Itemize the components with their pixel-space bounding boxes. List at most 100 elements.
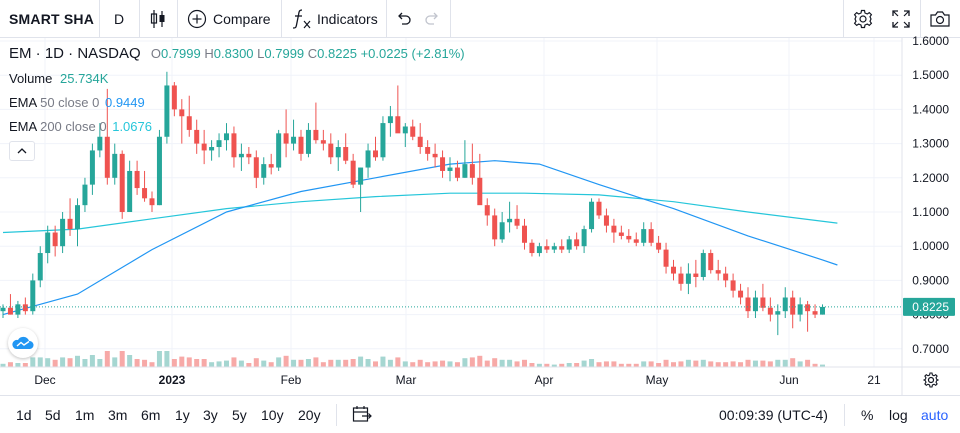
volume-bar xyxy=(373,361,378,367)
price-axis[interactable]: 1.6000 1.5000 1.4000 1.3000 1.2000 1.1000 1.00… xyxy=(903,34,955,356)
volume-bar xyxy=(89,355,95,367)
undo-button[interactable] xyxy=(396,0,412,37)
settings-button[interactable] xyxy=(853,0,873,37)
range-button-1d[interactable]: 1d xyxy=(16,407,32,423)
volume-bar xyxy=(425,362,431,367)
interval-button[interactable]: D xyxy=(114,0,124,37)
candle-body xyxy=(164,85,170,137)
volume-bar xyxy=(589,359,595,367)
volume-bar xyxy=(432,361,438,367)
price-chart[interactable]: 1.6000 1.5000 1.4000 1.3000 1.2000 1.1000 1.00… xyxy=(0,0,960,395)
price-axis-label: 0.9000 xyxy=(912,273,949,287)
candle-body xyxy=(551,246,557,250)
toolbar-divider xyxy=(281,0,282,37)
volume-bar xyxy=(730,361,736,367)
candle-body xyxy=(410,126,416,137)
candle-body xyxy=(462,164,468,178)
candle xyxy=(671,259,676,281)
candle-body xyxy=(30,280,36,312)
calendar-range-icon xyxy=(352,406,372,422)
chart-type-button[interactable] xyxy=(149,0,167,37)
candle-body xyxy=(22,304,28,312)
candle-body xyxy=(60,218,66,247)
range-button-3y[interactable]: 3y xyxy=(203,407,218,423)
candle xyxy=(544,239,550,254)
candle xyxy=(231,126,237,168)
candle xyxy=(678,266,684,291)
indicators-button[interactable]: Indicators xyxy=(292,0,378,37)
candle xyxy=(648,222,654,247)
time-axis-settings-button[interactable] xyxy=(922,372,940,393)
auto-scale-toggle[interactable]: auto xyxy=(921,407,948,423)
volume-bar xyxy=(0,363,6,367)
clock-time: 00:09:39 (UTC-4) xyxy=(719,407,828,423)
candle xyxy=(551,242,557,254)
range-button-5y[interactable]: 5y xyxy=(232,407,247,423)
volume-bar xyxy=(805,359,811,367)
candle xyxy=(365,143,371,178)
volume-bar xyxy=(209,362,215,367)
range-button-1y[interactable]: 1y xyxy=(175,407,190,423)
snapshot-button[interactable] xyxy=(929,0,951,37)
range-button-3m[interactable]: 3m xyxy=(108,407,128,423)
volume-bar xyxy=(134,359,140,367)
settings-icon xyxy=(853,9,873,28)
candle-body xyxy=(313,129,319,141)
range-button-6m[interactable]: 6m xyxy=(141,407,161,423)
camera-icon xyxy=(930,10,950,27)
range-button-1m[interactable]: 1m xyxy=(75,407,95,423)
timezone-button[interactable]: 00:09:39 (UTC-4) xyxy=(719,407,828,423)
symbol-search[interactable]: SMART SHA xyxy=(9,0,94,37)
volume-bar xyxy=(231,357,237,367)
candle-body xyxy=(305,129,311,154)
range-button-10y[interactable]: 10y xyxy=(261,407,284,423)
candle-body xyxy=(246,153,252,158)
date-range-button[interactable] xyxy=(352,405,372,428)
volume-bar xyxy=(469,357,475,367)
toolbar-divider xyxy=(177,0,178,37)
volume-bar xyxy=(268,362,274,367)
volume-bar xyxy=(97,359,103,367)
volume-bar xyxy=(320,362,326,367)
volume-bar xyxy=(15,363,21,367)
tradingview-logo[interactable] xyxy=(8,328,38,358)
candle-body xyxy=(179,109,185,117)
candle xyxy=(238,143,244,171)
volume-bar xyxy=(156,351,162,367)
candle-body xyxy=(380,123,386,158)
volume-bar xyxy=(685,359,691,367)
range-button-20y[interactable]: 20y xyxy=(298,407,321,423)
candle xyxy=(522,218,527,250)
fullscreen-button[interactable] xyxy=(892,0,910,37)
candle-body xyxy=(97,136,103,151)
candle-body xyxy=(238,153,244,158)
candle-body xyxy=(797,304,803,315)
percent-toggle[interactable]: % xyxy=(861,407,873,423)
candle-body xyxy=(432,153,438,158)
candle-body xyxy=(589,201,595,230)
redo-button[interactable] xyxy=(424,0,440,37)
price-axis-label: 1.0000 xyxy=(912,239,949,253)
time-axis[interactable]: Dec 2023 Feb Mar Apr May Jun 21 xyxy=(34,373,881,387)
top-toolbar: SMART SHA D Compare Indicators xyxy=(0,0,960,38)
volume-bar xyxy=(52,359,58,367)
range-button-5d[interactable]: 5d xyxy=(45,407,61,423)
legend-ema200[interactable]: EMA 200 close 0 1.0676 xyxy=(9,119,152,134)
volume-bar xyxy=(536,363,542,367)
volume-bar xyxy=(484,360,490,367)
candle xyxy=(477,153,483,206)
legend-collapse-button[interactable] xyxy=(9,141,35,161)
compare-button[interactable]: Compare xyxy=(187,0,271,37)
candle-body xyxy=(45,232,51,254)
legend-volume[interactable]: Volume 25.734K xyxy=(9,71,108,86)
candle-body xyxy=(0,307,6,312)
volume-bar xyxy=(514,361,520,367)
log-toggle[interactable]: log xyxy=(889,407,908,423)
current-price-label: 0.8225 xyxy=(912,300,949,314)
candle xyxy=(603,208,609,233)
volume-bar xyxy=(656,363,662,367)
time-axis-label: Apr xyxy=(535,373,554,387)
candle xyxy=(343,133,349,165)
legend-ema50[interactable]: EMA 50 close 0 0.9449 xyxy=(9,95,145,110)
candle-body xyxy=(469,164,475,178)
